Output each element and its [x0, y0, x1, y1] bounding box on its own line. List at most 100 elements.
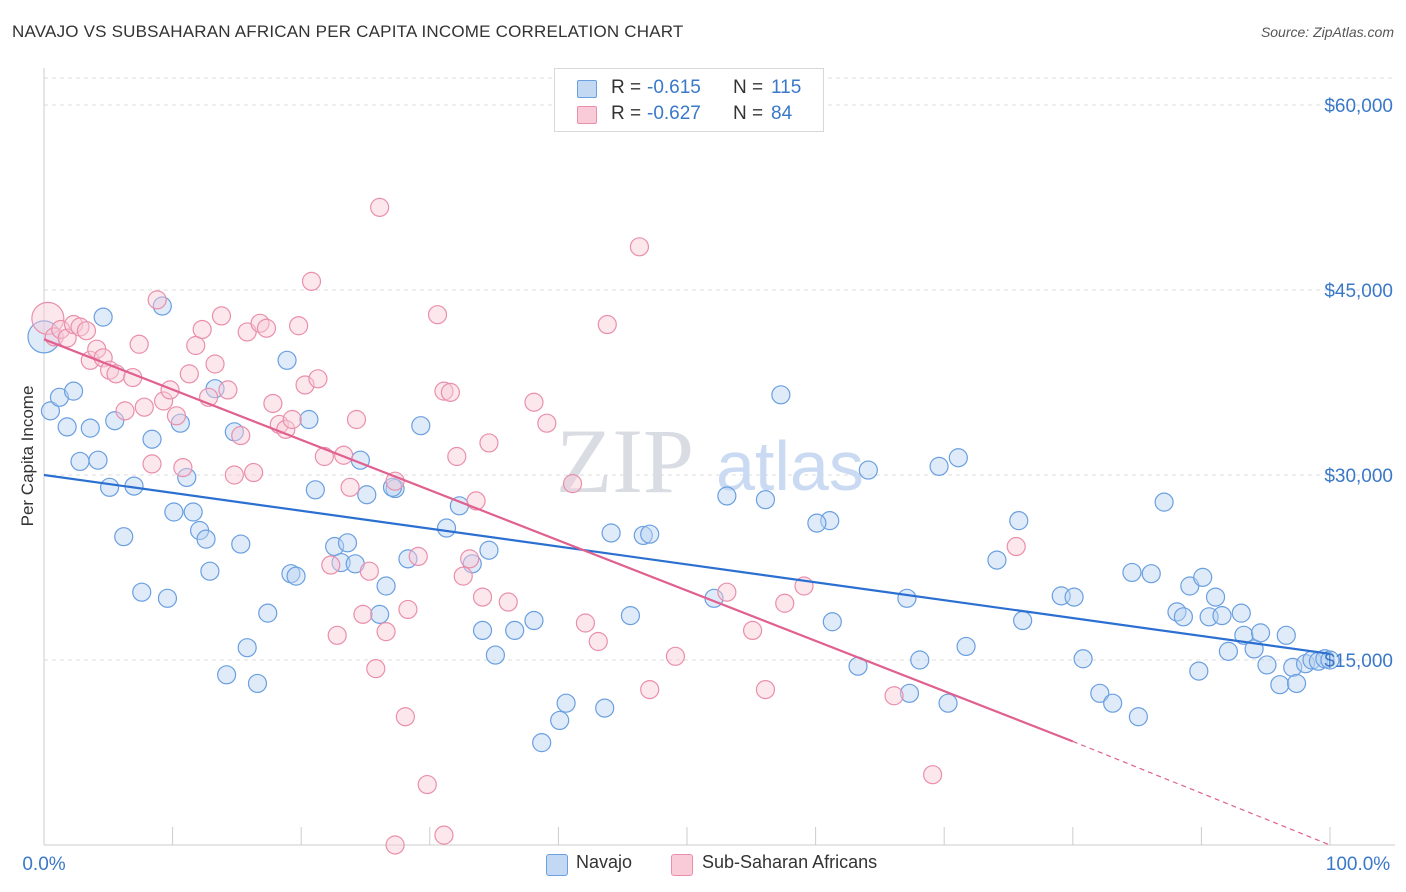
- data-point: [76, 321, 97, 341]
- data-point: [562, 474, 583, 494]
- data-point: [1167, 602, 1187, 622]
- data-point: [956, 636, 976, 657]
- data-point: [157, 588, 178, 608]
- data-point: [601, 523, 621, 543]
- data-point: [948, 448, 968, 468]
- data-point: [250, 313, 270, 333]
- data-point: [417, 774, 437, 795]
- data-point: [550, 710, 570, 731]
- data-point: [717, 582, 737, 602]
- data-point: [321, 555, 341, 575]
- data-point: [166, 406, 187, 426]
- legend-r-value: -0.627: [647, 103, 701, 124]
- data-point: [434, 825, 454, 845]
- chart-title: NAVAJO VS SUBSAHARAN AFRICAN PER CAPITA …: [12, 22, 684, 41]
- data-point: [498, 592, 518, 612]
- source-label: Source: ZipAtlas.com: [1260, 24, 1394, 40]
- data-point: [1286, 673, 1307, 694]
- data-point: [575, 613, 596, 633]
- data-point: [395, 707, 415, 727]
- data-point: [385, 835, 405, 855]
- data-point: [717, 486, 737, 506]
- data-point: [1212, 605, 1232, 626]
- data-point: [1064, 587, 1084, 607]
- data-point: [1250, 623, 1271, 643]
- data-point: [665, 646, 686, 666]
- data-point: [640, 679, 660, 700]
- data-point: [231, 425, 251, 446]
- data-point: [1257, 655, 1277, 675]
- legend-row-subsaharan: R = -0.627 N = 84: [555, 101, 823, 127]
- data-point: [923, 765, 943, 785]
- data-point: [1276, 625, 1296, 645]
- data-point: [440, 382, 460, 402]
- data-point: [70, 451, 90, 472]
- legend-n-label: N =: [733, 103, 764, 124]
- data-point: [1073, 649, 1093, 669]
- data-point: [588, 631, 608, 652]
- data-point: [1009, 511, 1029, 531]
- data-point: [742, 620, 763, 641]
- data-point: [177, 467, 197, 488]
- data-point: [398, 599, 418, 620]
- data-point: [299, 409, 319, 430]
- data-point: [532, 733, 552, 753]
- data-point: [129, 334, 149, 354]
- data-point: [910, 650, 930, 670]
- legend-swatch-subsaharan: [577, 106, 597, 124]
- data-point: [49, 387, 70, 407]
- data-point: [93, 307, 113, 327]
- data-point: [460, 549, 480, 569]
- data-point: [1128, 707, 1148, 727]
- data-point: [1013, 610, 1033, 631]
- data-point: [217, 665, 237, 685]
- data-point: [597, 314, 617, 335]
- data-point: [1090, 683, 1110, 703]
- y-tick-label: $15,000: [1324, 651, 1393, 672]
- grid-lines: [44, 77, 1395, 661]
- data-point: [153, 391, 174, 411]
- data-point: [929, 456, 949, 476]
- data-point: [218, 380, 238, 400]
- watermark-atlas: atlas: [716, 427, 864, 505]
- data-point: [357, 485, 377, 505]
- data-point: [142, 429, 162, 449]
- data-point: [88, 450, 108, 470]
- legend-n-label: N =: [733, 77, 764, 98]
- data-point: [115, 401, 135, 421]
- data-point: [211, 306, 232, 326]
- data-point: [314, 446, 334, 467]
- data-point: [164, 502, 184, 522]
- data-point: [1189, 661, 1209, 681]
- data-point: [775, 593, 795, 613]
- data-point: [1006, 536, 1026, 557]
- data-point: [479, 433, 499, 453]
- data-point: [1193, 567, 1213, 587]
- trend-line-extension-series-1: [1072, 740, 1331, 846]
- data-point: [453, 566, 473, 586]
- data-point: [1141, 564, 1161, 584]
- data-point: [134, 397, 154, 417]
- data-point: [224, 465, 244, 485]
- legend-n-value: 84: [771, 103, 793, 124]
- y-tick-label: $30,000: [1324, 466, 1393, 487]
- data-point: [1205, 587, 1226, 607]
- data-point: [427, 305, 448, 325]
- data-point: [376, 576, 396, 596]
- data-point: [479, 540, 499, 560]
- legend-r-label: R =: [611, 77, 642, 98]
- data-point: [327, 625, 347, 645]
- data-point: [1270, 675, 1290, 695]
- data-point: [179, 364, 199, 384]
- data-point: [436, 518, 457, 538]
- legend-swatch-navajo: [577, 80, 597, 98]
- data-point: [173, 458, 193, 478]
- data-point: [105, 411, 125, 431]
- data-point: [472, 587, 493, 607]
- data-point: [353, 604, 373, 624]
- series-0-points: [27, 296, 1340, 753]
- data-point: [289, 316, 309, 336]
- data-point: [755, 679, 776, 700]
- data-point: [99, 477, 120, 497]
